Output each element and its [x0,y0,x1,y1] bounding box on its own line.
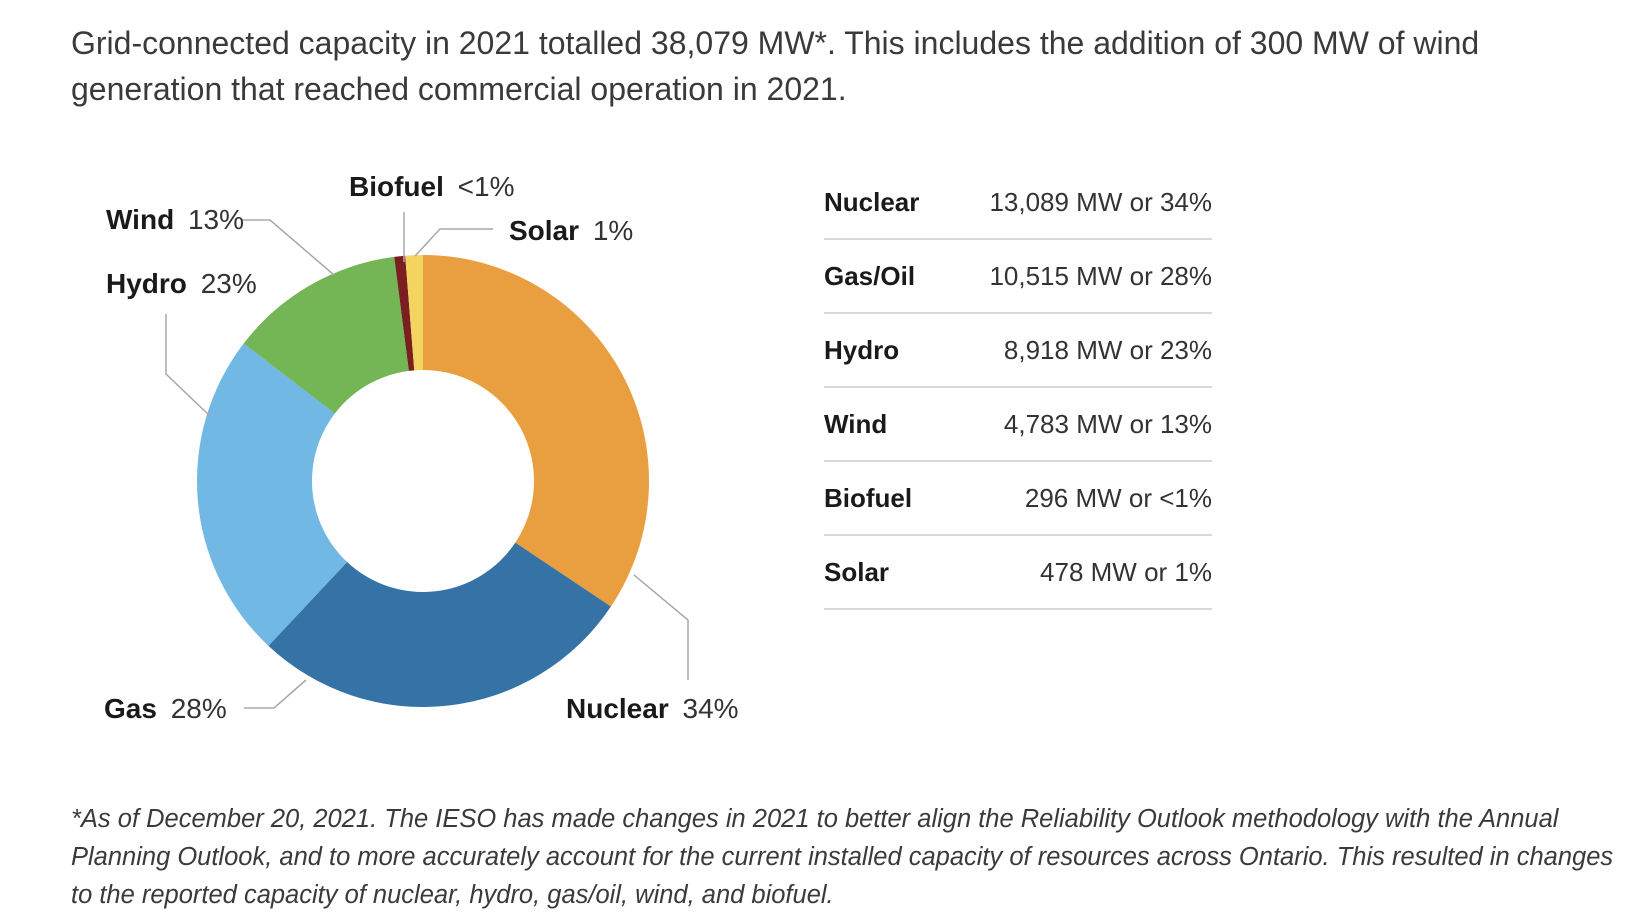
table-cell-value: 4,783 MW or 13% [940,387,1212,462]
label-nuclear-pct: 34% [683,693,739,724]
table-row: Wind 4,783 MW or 13% [824,387,1212,462]
table-cell-source: Biofuel [824,461,941,536]
label-wind-name: Wind [106,204,174,235]
table-cell-source: Hydro [824,313,941,388]
label-hydro-pct: 23% [201,268,257,299]
label-gas-pct: 28% [171,693,227,724]
table-cell-source: Gas/Oil [824,239,941,314]
label-biofuel-pct: <1% [458,171,515,202]
label-nuclear-name: Nuclear [566,693,669,724]
table-row: Biofuel 296 MW or <1% [824,461,1212,536]
intro-text: Grid-connected capacity in 2021 totalled… [71,25,1480,107]
label-nuclear: Nuclear 34% [566,693,739,724]
label-biofuel: Biofuel <1% [349,171,515,202]
table-row: Solar 478 MW or 1% [824,535,1212,610]
label-solar-name: Solar [509,215,579,246]
leader-line-wind [242,219,335,276]
slice-nuclear [423,255,649,607]
table-cell-value: 296 MW or <1% [940,461,1212,536]
capacity-table: Nuclear 13,089 MW or 34% Gas/Oil 10,515 … [824,166,1212,610]
footnote: *As of December 20, 2021. The IESO has m… [71,805,1614,909]
slice-solar [405,255,423,371]
table-cell-source: Solar [824,535,941,610]
leader-line-gas [244,679,307,709]
table-row: Gas/Oil 10,515 MW or 28% [824,239,1212,314]
slice-gas [268,542,611,707]
label-gas-name: Gas [104,693,157,724]
table-cell-value: 10,515 MW or 28% [940,239,1212,314]
table-cell-value: 13,089 MW or 34% [940,166,1212,240]
leader-line-solar [414,228,493,257]
slice-hydro [197,343,348,646]
slice-biofuel [394,255,415,371]
capacity-donut-chart: Wind 13% Hydro 23% Biofuel <1% Solar 1% … [104,171,739,724]
table-cell-value: 8,918 MW or 23% [940,313,1212,388]
label-hydro-name: Hydro [106,268,187,299]
label-gas: Gas 28% [104,693,227,724]
table-row: Nuclear 13,089 MW or 34% [824,166,1212,240]
label-wind-pct: 13% [188,204,244,235]
leader-line-nuclear [633,574,689,680]
label-wind: Wind 13% [106,204,244,235]
label-biofuel-name: Biofuel [349,171,444,202]
table-cell-source: Nuclear [824,166,941,240]
label-solar: Solar 1% [509,215,633,246]
table-cell-value: 478 MW or 1% [940,535,1212,610]
slice-wind [243,256,409,414]
label-solar-pct: 1% [593,215,633,246]
table-cell-source: Wind [824,387,941,462]
table-row: Hydro 8,918 MW or 23% [824,313,1212,388]
leader-line-hydro [165,314,212,418]
label-hydro: Hydro 23% [106,268,257,299]
